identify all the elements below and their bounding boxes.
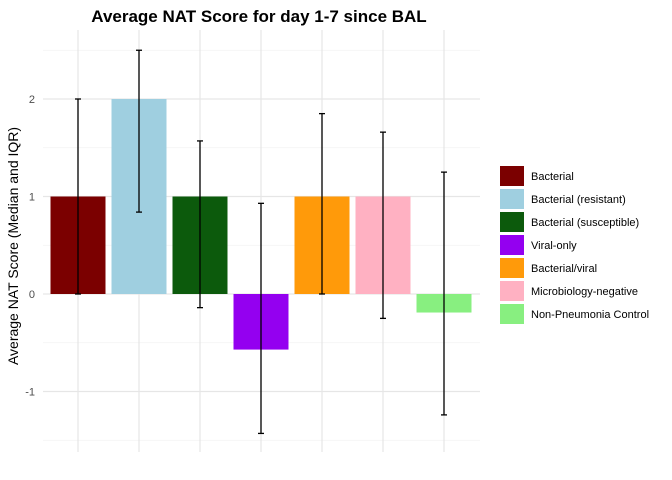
legend-key-0 xyxy=(500,166,524,186)
chart-title: Average NAT Score for day 1-7 since BAL xyxy=(91,7,426,26)
legend: Bacterial Bacterial (resistant) Bacterial … xyxy=(500,166,649,324)
legend-label-0: Bacterial xyxy=(531,171,574,183)
y-tick-label-3: 2 xyxy=(29,94,35,106)
y-axis-title: Average NAT Score (Median and IQR) xyxy=(5,127,21,365)
y-tick-label-0: -1 xyxy=(25,387,35,399)
legend-key-5 xyxy=(500,281,524,301)
legend-label-4: Bacterial/viral xyxy=(531,263,597,275)
y-tick-label-2: 1 xyxy=(29,192,35,204)
legend-key-6 xyxy=(500,304,524,324)
y-axis-ticks: -1 0 1 2 xyxy=(25,94,35,399)
legend-key-1 xyxy=(500,189,524,209)
legend-key-2 xyxy=(500,212,524,232)
legend-label-3: Viral-only xyxy=(531,240,577,252)
legend-key-4 xyxy=(500,258,524,278)
error-bars xyxy=(75,49,447,435)
legend-key-3 xyxy=(500,235,524,255)
legend-label-2: Bacterial (susceptible) xyxy=(531,217,639,229)
legend-label-6: Non-Pneumonia Control xyxy=(531,309,649,321)
y-tick-label-1: 0 xyxy=(29,289,35,301)
legend-label-1: Bacterial (resistant) xyxy=(531,194,626,206)
legend-label-5: Microbiology-negative xyxy=(531,286,638,298)
